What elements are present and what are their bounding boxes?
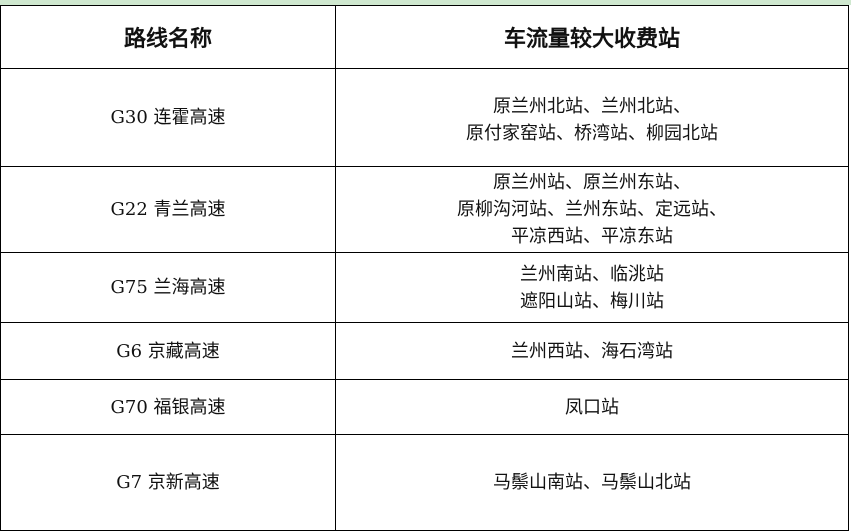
header-row: 路线名称 车流量较大收费站 <box>0 5 849 69</box>
stations-cell: 马鬃山南站、马鬃山北站 <box>335 434 849 531</box>
stations-cell: 兰州西站、海石湾站 <box>335 322 849 380</box>
header-route: 路线名称 <box>0 5 336 69</box>
station-line: 原柳沟河站、兰州东站、定远站、 <box>457 199 727 220</box>
table-row: G75 兰海高速 兰州南站、临洮站 遮阳山站、梅川站 <box>0 252 849 323</box>
route-name: G22 青兰高速 <box>0 166 336 253</box>
table-row: G7 京新高速 马鬃山南站、马鬃山北站 <box>0 434 849 531</box>
stations-cell: 原兰州站、原兰州东站、原柳沟河站、兰州东站、定远站、 平凉西站、平凉东站 <box>335 166 849 253</box>
route-name: G70 福银高速 <box>0 379 336 435</box>
route-name: G30 连霍高速 <box>0 68 336 167</box>
station-line: 原兰州北站、兰州北站、 <box>493 95 691 117</box>
station-line: 凤口站 <box>565 396 619 418</box>
toll-station-table: 路线名称 车流量较大收费站 G30 连霍高速 原兰州北站、兰州北站、原付家窑站、… <box>0 5 849 531</box>
route-name: G75 兰海高速 <box>0 252 336 323</box>
station-line: 马鬃山南站、马鬃山北站 <box>493 472 691 493</box>
route-name: G6 京藏高速 <box>0 322 336 380</box>
station-line: 原付家窑站、桥湾站、柳园北站 <box>466 122 718 144</box>
header-stations: 车流量较大收费站 <box>335 5 849 69</box>
station-line: 平凉西站、平凉东站 <box>511 226 673 247</box>
station-line: 兰州南站、临洮站 <box>520 263 664 285</box>
top-band <box>0 0 851 5</box>
table-row: G30 连霍高速 原兰州北站、兰州北站、原付家窑站、桥湾站、柳园北站 <box>0 68 849 167</box>
route-name: G7 京新高速 <box>0 434 336 531</box>
stations-cell: 兰州南站、临洮站 遮阳山站、梅川站 <box>335 252 849 323</box>
table-row: G70 福银高速 凤口站 <box>0 379 849 435</box>
station-line: 兰州西站、海石湾站 <box>511 340 673 362</box>
table-row: G6 京藏高速 兰州西站、海石湾站 <box>0 322 849 380</box>
station-line: 原兰州站、原兰州东站、 <box>493 172 691 193</box>
table-row: G22 青兰高速 原兰州站、原兰州东站、原柳沟河站、兰州东站、定远站、 平凉西站、… <box>0 166 849 253</box>
stations-cell: 原兰州北站、兰州北站、原付家窑站、桥湾站、柳园北站 <box>335 68 849 167</box>
station-line: 遮阳山站、梅川站 <box>520 290 664 312</box>
stations-cell: 凤口站 <box>335 379 849 435</box>
